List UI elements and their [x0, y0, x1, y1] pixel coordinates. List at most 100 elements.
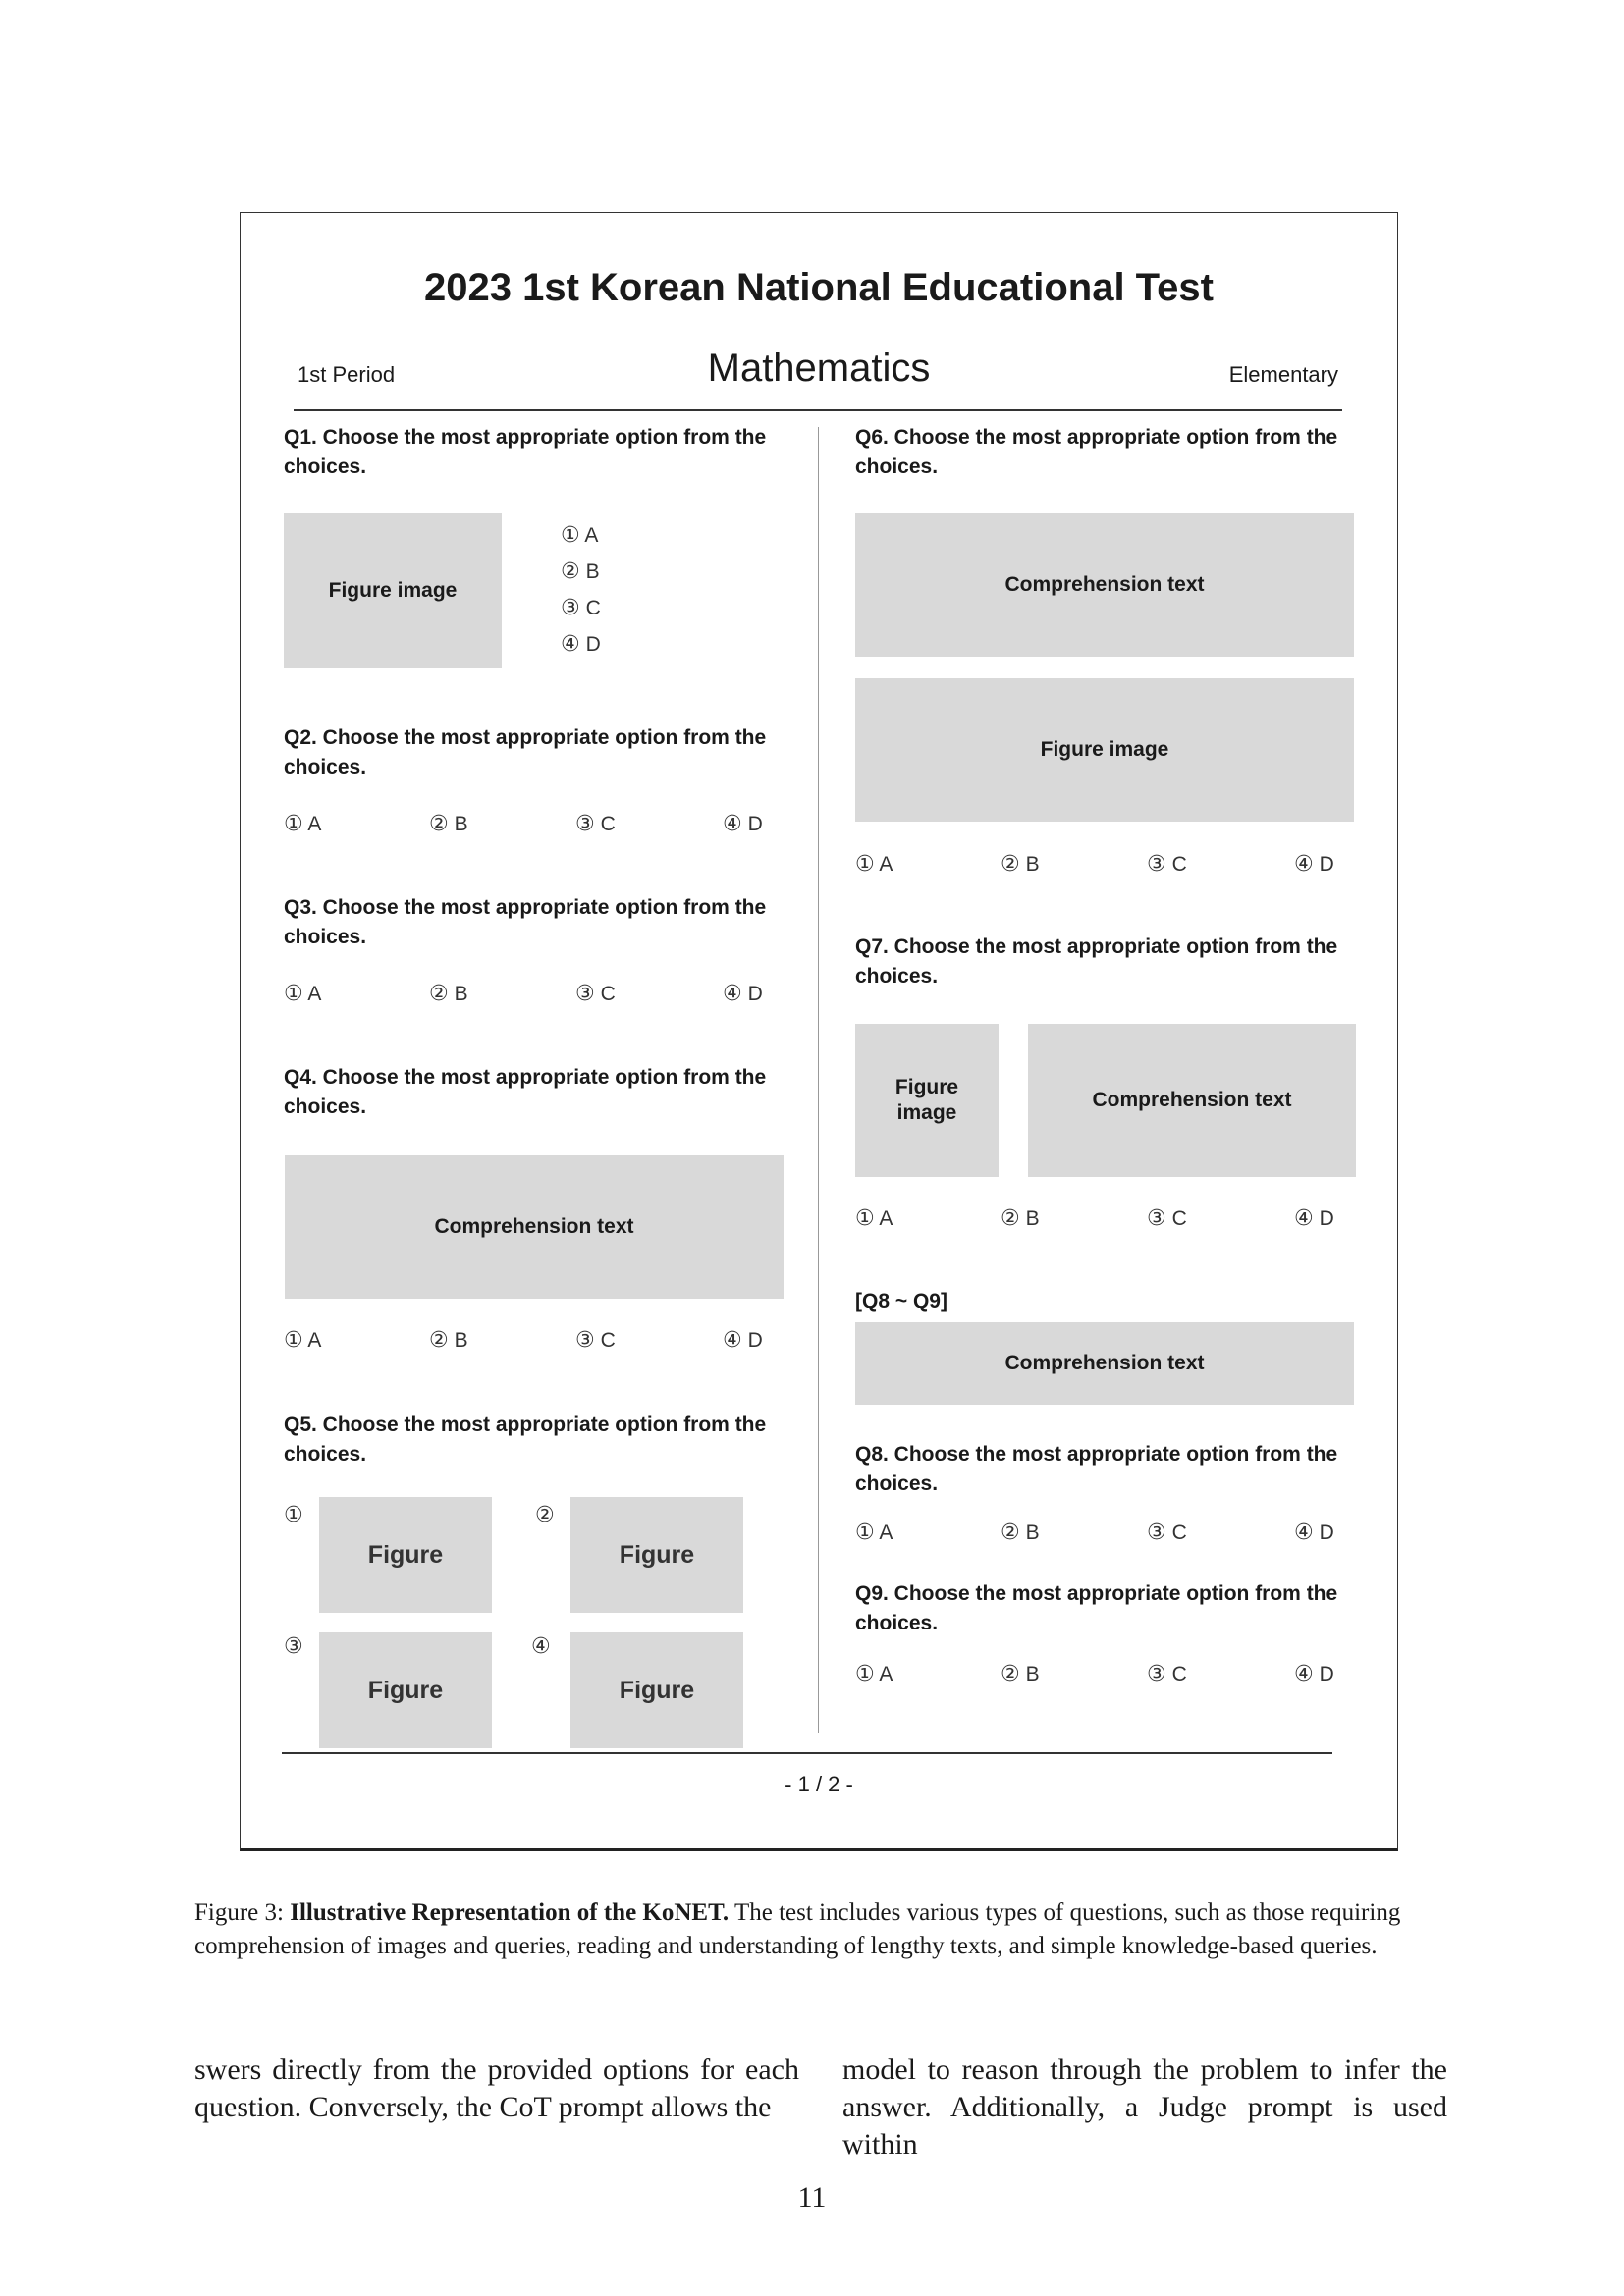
q8-q9-group-label: [Q8 ~ Q9]: [855, 1290, 947, 1312]
option-marker: ③: [1147, 1206, 1166, 1231]
question-q6: Q6. Choose the most appropriate option f…: [855, 426, 1338, 478]
q2-option-a: ① A: [284, 812, 321, 836]
question-q8: Q8. Choose the most appropriate option f…: [855, 1443, 1338, 1495]
q2-option-d: ④ D: [723, 812, 763, 836]
q1-option-d: ④ D: [561, 632, 601, 657]
q7-option-c: ③ C: [1147, 1206, 1187, 1231]
option-marker: ④: [1294, 1206, 1314, 1231]
body-text-left-column: swers directly from the provided options…: [194, 2054, 799, 2123]
q5-option-4-figure: Figure: [570, 1632, 743, 1748]
exam-title: 2023 1st Korean National Educational Tes…: [424, 266, 1214, 309]
option-marker: ④: [723, 982, 742, 1006]
option-marker: ③: [575, 982, 595, 1006]
q5-option-1-figure: Figure: [319, 1497, 492, 1613]
q4-option-c: ③ C: [575, 1328, 616, 1353]
option-label: D: [747, 813, 763, 835]
q4-option-a: ① A: [284, 1328, 321, 1353]
option-label: D: [747, 983, 763, 1005]
option-marker: ③: [1147, 1662, 1166, 1686]
option-marker: ②: [1001, 852, 1020, 877]
q8-q9-comprehension-text: Comprehension text: [855, 1322, 1354, 1405]
option-marker: ②: [1001, 1662, 1020, 1686]
option-marker: ②: [429, 812, 449, 836]
exam-sheet-figure: 2023 1st Korean National Educational Tes…: [240, 212, 1398, 1851]
q9-option-d: ④ D: [1294, 1662, 1334, 1686]
option-marker: ①: [284, 982, 303, 1006]
figure-label-line-1: Figure: [894, 1076, 959, 1098]
option-label: D: [1319, 853, 1334, 876]
option-label: B: [1025, 1522, 1040, 1544]
question-q3: Q3. Choose the most appropriate option f…: [284, 896, 767, 948]
option-label: C: [1171, 1207, 1187, 1230]
q6-figure-image: Figure image: [855, 678, 1354, 822]
q2-option-b: ② B: [429, 812, 468, 836]
exam-period: 1st Period: [298, 362, 396, 387]
q6-option-c: ③ C: [1147, 852, 1187, 877]
option-label: A: [584, 524, 599, 547]
q7-comprehension-text: Comprehension text: [1028, 1024, 1356, 1177]
q5-option-marker-1: ①: [284, 1503, 303, 1527]
option-marker: ①: [561, 523, 580, 548]
option-label: D: [1319, 1207, 1334, 1230]
option-marker: ④: [1294, 1521, 1314, 1545]
q3-option-b: ② B: [429, 982, 468, 1006]
option-label: B: [454, 813, 468, 835]
q4-option-b: ② B: [429, 1328, 468, 1353]
header-divider: [294, 409, 1342, 411]
option-label: C: [600, 1329, 616, 1352]
option-marker: ②: [561, 560, 580, 584]
option-label: B: [1025, 1207, 1040, 1230]
option-label: A: [879, 1207, 893, 1230]
q1-option-c: ③ C: [561, 596, 601, 620]
option-label: C: [1171, 1663, 1187, 1685]
question-q9: Q9. Choose the most appropriate option f…: [855, 1582, 1338, 1634]
q7-option-d: ④ D: [1294, 1206, 1334, 1231]
q6-option-d: ④ D: [1294, 852, 1334, 877]
option-label: D: [1319, 1522, 1334, 1544]
option-marker: ①: [855, 1662, 875, 1686]
q6-comprehension-text: Comprehension text: [855, 513, 1354, 657]
body-text-right-column: model to reason through the problem to i…: [842, 2054, 1447, 2161]
question-q5: Q5. Choose the most appropriate option f…: [284, 1414, 767, 1466]
q9-option-a: ① A: [855, 1662, 893, 1686]
option-label: A: [307, 983, 322, 1005]
option-marker: ④: [561, 632, 580, 657]
option-label: B: [585, 561, 600, 583]
option-label: D: [747, 1329, 763, 1352]
q4-comprehension-text: Comprehension text: [285, 1155, 784, 1299]
option-marker: ②: [1001, 1206, 1020, 1231]
option-marker: ②: [429, 982, 449, 1006]
caption-title: Illustrative Representation of the KoNET…: [290, 1899, 730, 1926]
option-marker: ④: [1294, 852, 1314, 877]
q5-option-marker-4: ④: [531, 1634, 551, 1659]
option-label: A: [307, 1329, 322, 1352]
q5-option-2-figure: Figure: [570, 1497, 743, 1613]
q7-figure-image: Figure image: [855, 1024, 999, 1177]
figure-label-line-2: image: [896, 1101, 957, 1124]
q9-option-c: ③ C: [1147, 1662, 1187, 1686]
question-q7: Q7. Choose the most appropriate option f…: [855, 935, 1338, 988]
option-label: C: [1171, 1522, 1187, 1544]
option-marker: ②: [429, 1328, 449, 1353]
exam-page-indicator: - 1 / 2 -: [785, 1772, 853, 1796]
q8-option-b: ② B: [1001, 1521, 1040, 1545]
q7-option-b: ② B: [1001, 1206, 1040, 1231]
option-marker: ③: [561, 596, 580, 620]
question-q4: Q4. Choose the most appropriate option f…: [284, 1066, 767, 1118]
option-marker: ①: [284, 1328, 303, 1353]
question-q2: Q2. Choose the most appropriate option f…: [284, 726, 767, 778]
q8-option-c: ③ C: [1147, 1521, 1187, 1545]
option-label: C: [585, 597, 601, 619]
option-marker: ③: [575, 1328, 595, 1353]
figure-caption: Figure 3: Illustrative Representation of…: [194, 1896, 1447, 1963]
option-marker: ①: [855, 852, 875, 877]
q8-option-d: ④ D: [1294, 1521, 1334, 1545]
q3-option-a: ① A: [284, 982, 321, 1006]
option-label: C: [600, 813, 616, 835]
column-divider: [818, 427, 819, 1733]
option-label: A: [879, 853, 893, 876]
option-marker: ①: [855, 1206, 875, 1231]
q1-option-b: ② B: [561, 560, 600, 584]
option-label: C: [1171, 853, 1187, 876]
q1-figure-image: Figure image: [284, 513, 502, 668]
